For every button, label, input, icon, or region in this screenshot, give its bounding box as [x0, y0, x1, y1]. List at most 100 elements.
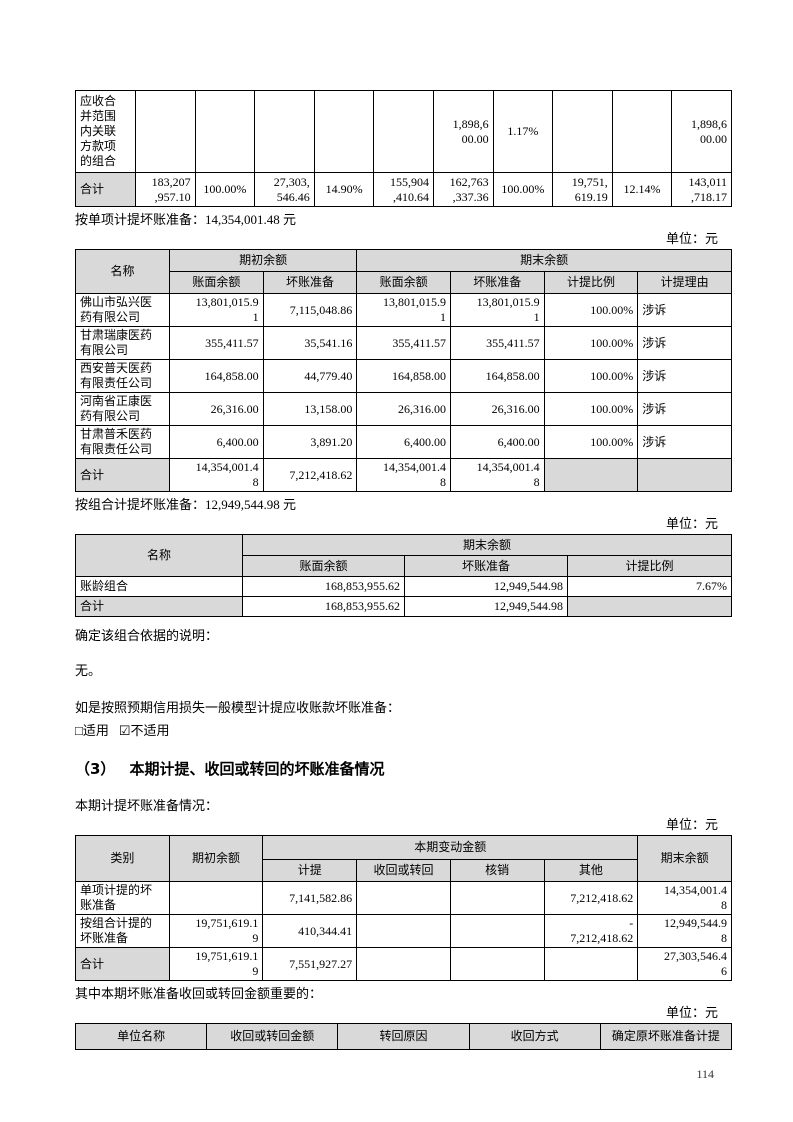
unit-label: 单位：元 — [665, 516, 718, 531]
row-label-cell: 按组合计提的 坏账准备 — [75, 914, 170, 948]
value-cell — [449, 947, 545, 981]
value-cell: 14,354,001.4 8 — [169, 458, 264, 492]
header-cell: 期末余额 — [356, 249, 732, 272]
header-cell: 期初余额 — [168, 835, 264, 882]
header-cell: 期末余额 — [637, 835, 732, 882]
value-cell: 13,801,015.9 1 — [169, 293, 264, 327]
value-cell: 44,779.40 — [262, 359, 358, 393]
table-individual-provision: 名称 期初余额 期末余额 账面余额 坏账准备 账面余额 坏账准备 计提比例 计提… — [75, 249, 732, 492]
header-cell: 账面余额 — [356, 271, 451, 294]
table-group-provision: 名称 期末余额 账面余额 坏账准备 计提比例 账龄组合 168,853,955.… — [75, 534, 732, 617]
row-label-cell: 甘肃普禾医药 有限责任公司 — [75, 425, 170, 459]
table-total-row: 合计 168,853,955.62 12,949,544.98 — [75, 596, 732, 617]
value-cell: 164,858.00 — [449, 359, 545, 393]
table-header-row: 名称 期初余额 期末余额 — [75, 249, 732, 294]
value-cell — [611, 90, 673, 173]
value-cell — [194, 90, 256, 173]
value-cell: 100.00% — [543, 359, 639, 393]
value-cell — [254, 90, 315, 173]
header-cell: 坏账准备 — [404, 555, 568, 577]
table-header-row: 名称 期末余额 — [75, 534, 732, 577]
section-heading: （3） 本期计提、收回或转回的坏账准备情况 — [75, 759, 732, 779]
row-label-cell: 河南省正康医 药有限公司 — [75, 392, 170, 426]
value-cell — [567, 596, 732, 617]
value-cell: 100.00% — [492, 172, 554, 207]
value-cell — [552, 90, 613, 173]
value-cell: 12,949,544.98 — [404, 596, 568, 617]
header-cell: 计提理由 — [637, 271, 732, 294]
row-label-cell: 合计 — [75, 596, 243, 617]
value-cell: 183,207 ,957.10 — [135, 172, 196, 207]
header-cell: 期末余额 — [242, 534, 732, 556]
header-cell: 坏账准备 — [262, 271, 358, 294]
recover-important-note: 其中本期坏账准备收回或转回金额重要的： — [75, 986, 323, 1001]
header-cell: 账面余额 — [242, 555, 405, 577]
header-cell: 类别 — [75, 835, 170, 882]
header-cell: 转回原因 — [337, 1023, 470, 1050]
row-label-cell: 佛山市弘兴医 药有限公司 — [75, 293, 170, 327]
value-cell: 14,354,001.4 8 — [637, 881, 732, 915]
value-cell — [356, 947, 451, 981]
value-cell: 涉诉 — [637, 359, 732, 393]
value-cell — [449, 881, 545, 915]
table-row: 按组合计提的 坏账准备 19,751,619.1 9 410,344.41 - … — [75, 914, 732, 948]
header-cell: 期初余额 — [168, 249, 358, 272]
table-header-row: 计提 收回或转回 核销 其他 — [76, 859, 732, 882]
value-cell: 410,344.41 — [262, 914, 358, 948]
value-cell: 涉诉 — [637, 425, 732, 459]
value-cell: 7,551,927.27 — [262, 947, 358, 981]
header-cell: 核销 — [449, 859, 545, 882]
table-row: 单项计提的坏 账准备 7,141,582.86 7,212,418.62 14,… — [75, 881, 732, 915]
value-cell: 26,316.00 — [169, 392, 264, 426]
row-label-cell: 合计 — [75, 947, 170, 981]
value-cell: 7,212,418.62 — [543, 881, 639, 915]
row-label-cell: 合计 — [75, 172, 136, 207]
row-label-cell: 合计 — [75, 458, 170, 492]
provision-situation-note: 本期计提坏账准备情况： — [75, 798, 219, 813]
value-cell: 14,354,001.4 8 — [356, 458, 451, 492]
value-cell: 14,354,001.4 8 — [449, 458, 545, 492]
checkbox-applicable: □适用 — [75, 723, 109, 738]
note-single-provision: 按单项计提坏账准备：14,354,001.48 元 — [75, 212, 297, 227]
value-cell: 355,411.57 — [449, 326, 545, 360]
value-cell: 12.14% — [611, 172, 673, 207]
value-cell: 27,303, 546.46 — [254, 172, 315, 207]
value-cell: 3,891.20 — [262, 425, 358, 459]
header-cell: 本期变动金额 — [262, 835, 639, 860]
value-cell — [543, 458, 639, 492]
table-row: 账龄组合 168,853,955.62 12,949,544.98 7.67% — [75, 576, 732, 597]
value-cell — [543, 947, 639, 981]
value-cell: 27,303,546.4 6 — [637, 947, 732, 981]
value-cell: 13,158.00 — [262, 392, 358, 426]
value-cell: 1,898,6 00.00 — [671, 90, 732, 173]
header-cell: 确定原坏账准备计提 — [599, 1023, 733, 1050]
table-total-row: 合计 14,354,001.4 8 7,212,418.62 14,354,00… — [75, 458, 732, 492]
value-cell — [356, 914, 451, 948]
value-cell — [356, 881, 451, 915]
value-cell: - 7,212,418.62 — [543, 914, 639, 948]
value-cell: 涉诉 — [637, 392, 732, 426]
value-cell: 19,751,619.1 9 — [168, 947, 264, 981]
value-cell: 1.17% — [492, 90, 554, 173]
value-cell: 6,400.00 — [449, 425, 545, 459]
table-recovery-header: 单位名称 收回或转回金额 转回原因 收回方式 确定原坏账准备计提 — [74, 1023, 733, 1050]
value-cell: 168,853,955.62 — [242, 576, 405, 597]
combo-basis-label: 确定该组合依据的说明： — [75, 628, 219, 643]
note-group-provision: 按组合计提坏账准备：12,949,544.98 元 — [75, 497, 297, 512]
value-cell: 19,751, 619.19 — [552, 172, 613, 207]
header-cell: 收回方式 — [468, 1023, 601, 1050]
header-cell: 收回或转回金额 — [206, 1023, 339, 1050]
header-cell: 其他 — [543, 859, 639, 882]
header-cell: 名称 — [75, 534, 243, 577]
table-row: 应收合 并范围 内关联 方款项 的组合 1,898,6 00.00 1.17% … — [75, 90, 732, 173]
table-header-row: 类别 期初余额 本期变动金额 期末余额 — [75, 835, 732, 882]
value-cell: 26,316.00 — [449, 392, 545, 426]
header-cell: 计提 — [262, 859, 358, 882]
header-cell: 计提比例 — [567, 555, 732, 577]
value-cell: 26,316.00 — [356, 392, 451, 426]
section-number: （3） — [75, 760, 116, 778]
combo-basis-value: 无。 — [75, 663, 102, 678]
value-cell: 19,751,619.1 9 — [168, 914, 264, 948]
table-row: 甘肃瑞康医药 有限公司 355,411.57 35,541.16 355,411… — [75, 326, 732, 360]
